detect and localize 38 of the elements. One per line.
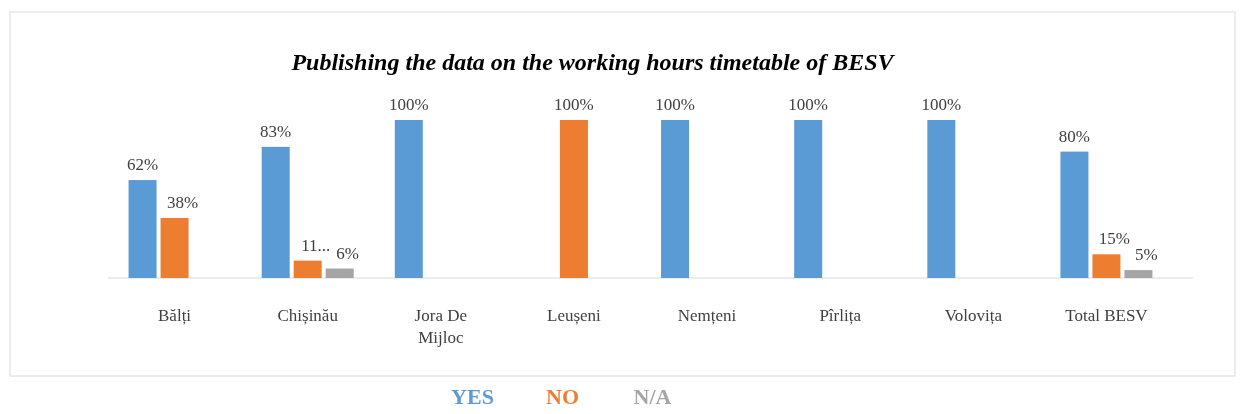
data-label: 100% bbox=[655, 95, 695, 114]
x-tick-label: Jora De Mijloc bbox=[414, 306, 468, 347]
bar bbox=[559, 120, 588, 278]
data-label: 100% bbox=[388, 95, 429, 114]
data-label: 100% bbox=[788, 95, 829, 114]
x-tick-label: Leușeni bbox=[547, 306, 602, 325]
bar bbox=[325, 268, 354, 278]
data-label: 38% bbox=[166, 192, 199, 212]
text: N/A bbox=[633, 384, 672, 409]
data-label: 11... bbox=[301, 235, 331, 255]
data-label: 100% bbox=[554, 95, 594, 114]
bar bbox=[927, 120, 956, 278]
data-label: 6% bbox=[336, 243, 360, 263]
data-label: 5% bbox=[1135, 245, 1158, 265]
bar bbox=[1060, 151, 1089, 278]
bar bbox=[261, 146, 290, 278]
text: YES bbox=[451, 384, 494, 409]
chart-title: Publishing the data on the working hours timetable of BESV bbox=[290, 49, 896, 75]
data-label: 100% bbox=[921, 95, 962, 114]
x-tick-label: Nemțeni bbox=[677, 306, 737, 325]
data-label: 83% bbox=[260, 121, 292, 141]
bar bbox=[128, 180, 157, 278]
bar bbox=[1124, 270, 1153, 278]
text: NO bbox=[546, 384, 579, 409]
bar bbox=[394, 120, 423, 278]
data-label: 80% bbox=[1058, 126, 1091, 146]
bar bbox=[661, 120, 690, 278]
bar bbox=[160, 217, 189, 278]
x-tick-label: Chișinău bbox=[277, 306, 339, 325]
x-tick-label: Total BESV bbox=[1065, 306, 1149, 325]
x-tick-label: Volovița bbox=[944, 306, 1003, 325]
data-label: 15% bbox=[1098, 229, 1131, 249]
bar bbox=[794, 120, 823, 278]
data-label: 62% bbox=[126, 155, 159, 175]
x-tick-label: Bălți bbox=[158, 306, 192, 325]
bar bbox=[1092, 254, 1121, 278]
x-tick-label: Pîrlița bbox=[819, 306, 862, 325]
bar bbox=[293, 260, 322, 278]
